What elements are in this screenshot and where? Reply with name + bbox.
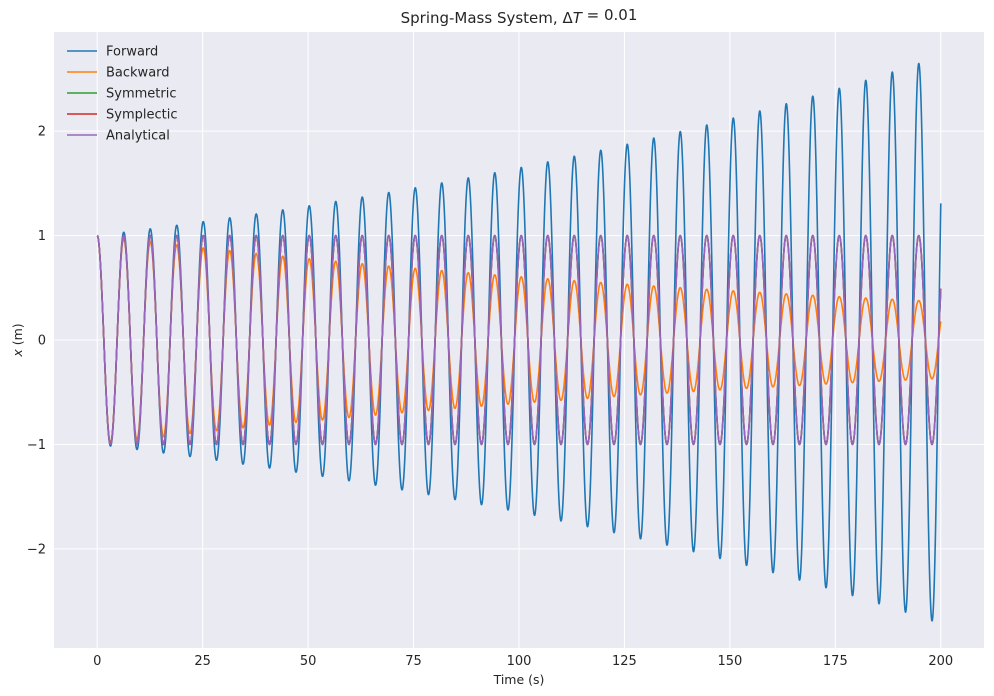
y-tick-labels: −2 −1 0 1 2 [27, 125, 46, 558]
x-tick-label: 200 [928, 654, 953, 669]
chart-title-delta: Δ [562, 9, 573, 27]
x-axis-label: Time (s) [493, 672, 545, 687]
x-tick-label: 100 [507, 654, 532, 669]
x-tick-label: 0 [93, 654, 101, 669]
y-tick-label: 1 [38, 229, 46, 244]
x-tick-label: 25 [194, 654, 211, 669]
x-tick-label: 175 [823, 654, 848, 669]
legend-label-symplectic: Symplectic [106, 108, 177, 123]
legend-label-symmetric: Symmetric [106, 87, 176, 102]
chart-title-symbol: T [573, 9, 584, 27]
x-tick-label: 50 [300, 654, 317, 669]
x-tick-label: 150 [717, 654, 742, 669]
legend-label-analytical: Analytical [106, 129, 170, 144]
legend: Forward Backward Symmetric Symplectic Analyt… [67, 45, 177, 144]
chart-title: Spring-Mass System, ΔT = 0.01 [401, 6, 638, 27]
chart-title-prefix: Spring-Mass System, [401, 9, 563, 27]
x-tick-label: 75 [405, 654, 422, 669]
x-tick-labels: 0 25 50 75 100 125 150 175 200 [93, 654, 953, 669]
series-line-analytical [96, 234, 942, 446]
x-tick-label: 125 [612, 654, 637, 669]
y-tick-label: 0 [38, 334, 46, 349]
y-axis-label-var: x [10, 349, 25, 358]
chart-title-suffix: = 0.01 [582, 6, 638, 24]
y-tick-label: −1 [27, 438, 46, 453]
legend-label-backward: Backward [106, 66, 170, 81]
y-axis-label-unit: (m) [10, 323, 25, 349]
legend-label-forward: Forward [106, 45, 158, 60]
y-tick-label: −2 [27, 542, 46, 557]
series-lines [96, 62, 942, 622]
y-tick-label: 2 [38, 125, 46, 140]
y-axis-label: x (m) [10, 323, 25, 357]
